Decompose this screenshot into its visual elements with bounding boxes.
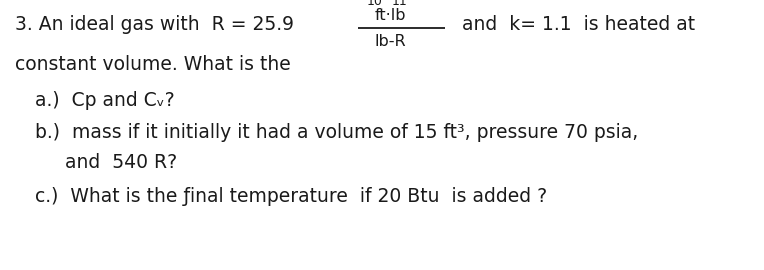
Text: b.)  mass if it initially it had a volume of 15 ft³, pressure 70 psia,: b.) mass if it initially it had a volume… — [35, 123, 638, 141]
Text: 10: 10 — [367, 0, 383, 8]
Text: and  k= 1.1  is heated at: and k= 1.1 is heated at — [450, 15, 695, 35]
Text: a.)  Cp and Cᵥ?: a.) Cp and Cᵥ? — [35, 90, 175, 110]
Text: 3. An ideal gas with  R = 25.9: 3. An ideal gas with R = 25.9 — [15, 15, 294, 35]
Text: ft·lb: ft·lb — [374, 8, 406, 22]
Text: constant volume. What is the: constant volume. What is the — [15, 56, 291, 75]
Text: 11: 11 — [392, 0, 408, 8]
Text: and  540 R?: and 540 R? — [65, 153, 177, 171]
Text: c.)  What is the ƒinal temperature  if 20 Btu  is added ?: c.) What is the ƒinal temperature if 20 … — [35, 187, 547, 207]
Text: lb-R: lb-R — [374, 35, 406, 49]
